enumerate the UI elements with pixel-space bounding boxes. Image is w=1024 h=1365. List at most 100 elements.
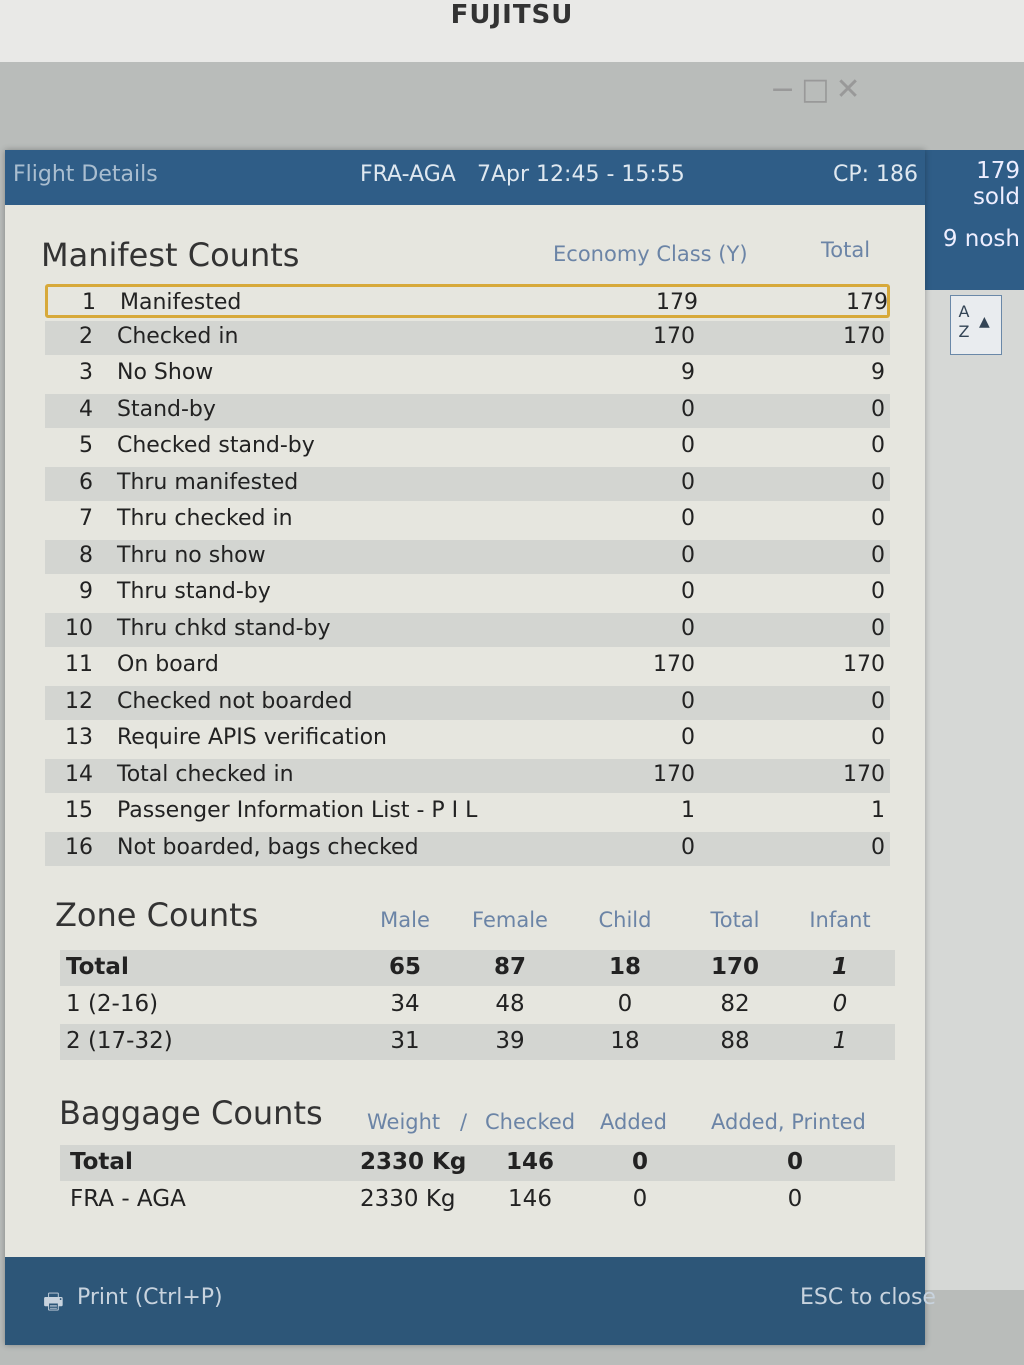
economy-value: 0 <box>681 469 695 495</box>
manifest-row[interactable]: 2 Checked in 170 170 <box>45 320 890 355</box>
total-value: 0 <box>871 725 885 750</box>
zone-row[interactable]: 1 (2-16) 34 48 0 82 0 <box>60 987 895 1023</box>
print-button[interactable]: Print (Ctrl+P) <box>77 1285 223 1310</box>
zone-value: 87 <box>493 954 526 980</box>
total-value: 9 <box>871 360 885 385</box>
total-value: 0 <box>871 688 885 714</box>
zone-value: 48 <box>495 991 525 1017</box>
zone-title: Zone Counts <box>55 896 259 934</box>
sold-count: 179 sold <box>972 158 1020 210</box>
zone-value: 0 <box>617 991 633 1017</box>
row-number: 9 <box>79 579 93 604</box>
manifest-row[interactable]: 5 Checked stand-by 0 0 <box>45 430 890 464</box>
zone-value: 88 <box>720 1028 750 1054</box>
zone-label: 1 (2-16) <box>66 991 159 1017</box>
economy-value: 170 <box>653 323 695 349</box>
brand-logo: FUJITSU <box>450 0 574 30</box>
baggage-col-header: Checked <box>485 1110 576 1134</box>
manifest-row[interactable]: 16 Not boarded, bags checked 0 0 <box>45 831 890 866</box>
dialog-title: Flight Details <box>13 162 158 187</box>
row-number: 15 <box>65 798 93 823</box>
total-value: 0 <box>871 469 885 495</box>
economy-value: 170 <box>653 761 695 787</box>
zone-value: 0 <box>832 991 848 1017</box>
baggage-value: 2330 Kg <box>360 1186 456 1212</box>
zone-col-header: Child <box>598 908 652 932</box>
date-time: 7Apr 12:45 - 15:55 <box>477 162 685 187</box>
row-label: Require APIS verification <box>117 725 387 750</box>
sort-up-arrow-icon: ▲ <box>979 314 990 330</box>
col-total: Total <box>821 238 871 262</box>
baggage-value: 146 <box>508 1186 552 1212</box>
economy-value: 0 <box>681 834 695 860</box>
row-number: 4 <box>79 396 93 422</box>
baggage-row[interactable]: Total 2330 Kg 146 0 0 <box>60 1145 895 1181</box>
baggage-value: 0 <box>786 1149 803 1175</box>
manifest-title: Manifest Counts <box>41 236 300 274</box>
manifest-row[interactable]: 1 Manifested 179 179 <box>45 284 890 318</box>
total-value: 170 <box>843 761 885 787</box>
row-number: 12 <box>65 688 93 714</box>
col-economy: Economy Class (Y) <box>553 242 748 266</box>
manifest-row[interactable]: 9 Thru stand-by 0 0 <box>45 576 890 610</box>
economy-value: 0 <box>681 579 695 604</box>
sort-az-label: A Z <box>958 302 970 341</box>
total-value: 170 <box>843 652 885 677</box>
row-label: Passenger Information List - P I L <box>117 798 478 823</box>
sort-az-button[interactable]: A Z ▲ <box>950 295 1002 355</box>
row-number: 6 <box>79 469 93 495</box>
manifest-row[interactable]: 3 No Show 9 9 <box>45 357 890 391</box>
baggage-label: FRA - AGA <box>70 1186 186 1212</box>
total-value: 0 <box>871 579 885 604</box>
baggage-title: Baggage Counts <box>59 1094 323 1132</box>
row-label: On board <box>117 652 219 677</box>
manifest-row[interactable]: 11 On board 170 170 <box>45 649 890 683</box>
side-panel: 179 sold 9 nosh <box>925 150 1024 290</box>
baggage-value: 146 <box>505 1149 554 1175</box>
total-value: 170 <box>843 323 885 349</box>
row-number: 14 <box>65 761 93 787</box>
manifest-row[interactable]: 7 Thru checked in 0 0 <box>45 503 890 537</box>
manifest-row[interactable]: 4 Stand-by 0 0 <box>45 393 890 428</box>
baggage-value: 2330 Kg <box>360 1149 467 1175</box>
total-value: 0 <box>871 396 885 422</box>
esc-close-hint[interactable]: ESC to close <box>800 1285 936 1310</box>
manifest-row[interactable]: 13 Require APIS verification 0 0 <box>45 722 890 756</box>
baggage-row[interactable]: FRA - AGA 2330 Kg 146 0 0 <box>60 1182 895 1218</box>
zone-row[interactable]: 2 (17-32) 31 39 18 88 1 <box>60 1024 895 1060</box>
row-number: 2 <box>79 323 93 349</box>
printer-icon[interactable]: 🖶 <box>43 1290 64 1315</box>
economy-value: 170 <box>653 652 695 677</box>
route: FRA-AGA <box>360 162 456 187</box>
zone-value: 65 <box>388 954 421 980</box>
manifest-row[interactable]: 6 Thru manifested 0 0 <box>45 466 890 501</box>
zone-value: 39 <box>495 1028 525 1054</box>
cp-count: CP: 186 <box>833 162 919 187</box>
economy-value: 9 <box>681 360 695 385</box>
dialog-footer: 🖶 Print (Ctrl+P) ESC to close <box>5 1257 936 1345</box>
row-label: Thru checked in <box>117 506 293 531</box>
baggage-value: 0 <box>632 1186 648 1212</box>
row-number: 11 <box>65 652 93 677</box>
total-value: 0 <box>871 615 885 641</box>
baggage-col-header: Added <box>600 1110 667 1134</box>
baggage-col-header: Weight <box>367 1110 441 1134</box>
manifest-row[interactable]: 15 Passenger Information List - P I L 1 1 <box>45 795 890 829</box>
row-label: Thru no show <box>117 542 266 568</box>
row-number: 10 <box>65 615 93 641</box>
window-controls[interactable]: −□✕ <box>770 72 867 107</box>
row-number: 5 <box>79 433 93 458</box>
economy-value: 0 <box>681 688 695 714</box>
manifest-row[interactable]: 8 Thru no show 0 0 <box>45 539 890 574</box>
flight-details-dialog: Flight Details FRA-AGA 7Apr 12:45 - 15:5… <box>5 150 936 1345</box>
manifest-row[interactable]: 14 Total checked in 170 170 <box>45 758 890 793</box>
total-value: 179 <box>846 290 888 315</box>
manifest-row[interactable]: 12 Checked not boarded 0 0 <box>45 685 890 720</box>
zone-col-header: Total <box>710 908 760 932</box>
zone-col-header: Male <box>380 908 430 932</box>
zone-value: 18 <box>608 954 641 980</box>
zone-label: 2 (17-32) <box>66 1028 173 1054</box>
zone-row[interactable]: Total 65 87 18 170 1 <box>60 950 895 986</box>
zone-value: 31 <box>390 1028 420 1054</box>
manifest-row[interactable]: 10 Thru chkd stand-by 0 0 <box>45 612 890 647</box>
